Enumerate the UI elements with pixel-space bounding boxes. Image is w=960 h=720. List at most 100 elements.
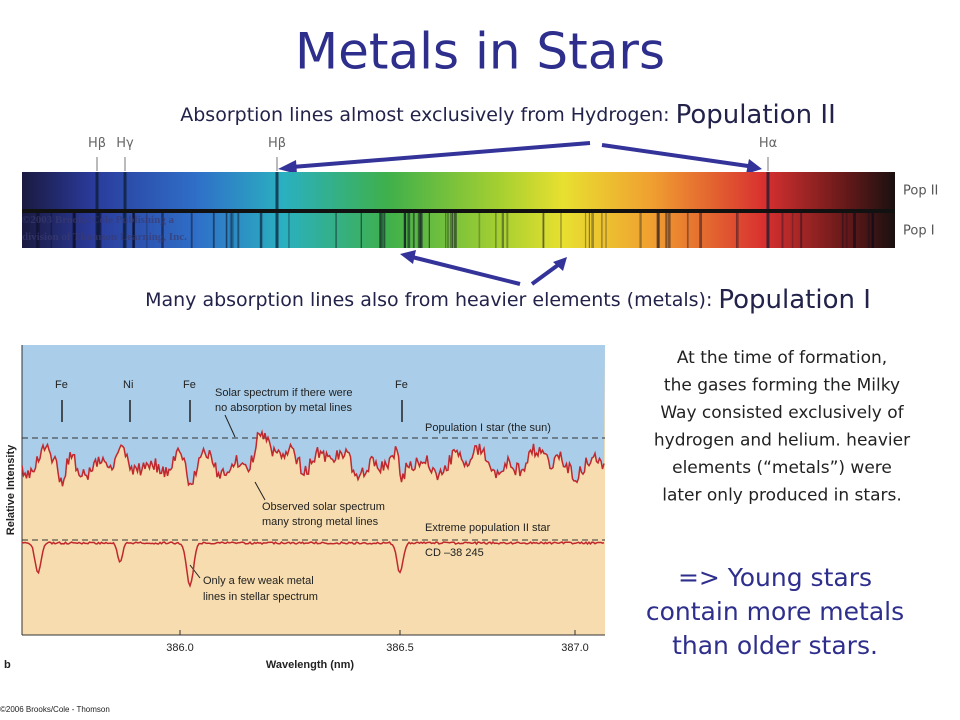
absorption-line: [791, 213, 794, 248]
absorption-line: [417, 213, 421, 248]
absorption-line: [766, 213, 770, 248]
strip-label: Pop I: [903, 224, 935, 239]
explanation-line: Way consisted exclusively of: [660, 403, 904, 423]
annotation: no absorption by metal lines: [215, 402, 352, 414]
arrows: [278, 141, 762, 286]
absorption-line: [37, 213, 40, 248]
hydrogen-emphasis: Population II: [676, 100, 836, 130]
absorption-line: [841, 213, 844, 248]
title: Metals in Stars: [295, 23, 665, 81]
absorption-line: [335, 213, 337, 248]
annotation: Population I star (the sun): [425, 422, 551, 434]
absorption-line: [501, 213, 504, 248]
absorption-line: [288, 213, 290, 248]
absorption-line: [668, 213, 671, 248]
absorption-line: [449, 213, 452, 248]
pop2-strip: [22, 172, 895, 210]
annotation: CD –38 245: [425, 547, 484, 559]
absorption-line: [419, 213, 423, 248]
conclusion: => Young stars contain more metals than ol…: [646, 563, 904, 660]
figure: Fe Ni Fe Fe Solar spectrum if there were…: [0, 345, 605, 714]
line-label: Hβ: [268, 136, 286, 151]
absorption-line: [212, 213, 215, 248]
metals-emphasis: Population I: [718, 285, 871, 315]
absorption-line: [190, 213, 193, 248]
absorption-line: [601, 213, 603, 248]
conclusion-line: contain more metals: [646, 597, 904, 626]
absorption-line: [853, 213, 856, 248]
absorption-line: [656, 213, 659, 248]
annotation: Observed solar spectrum: [262, 501, 385, 513]
absorption-line: [506, 213, 509, 248]
explanation-line: the gases forming the Milky: [664, 376, 900, 396]
x-tick-label: 386.5: [386, 642, 414, 654]
absorption-line: [446, 213, 449, 248]
absorption-line: [132, 213, 136, 248]
explanation-line: later only produced in stars.: [662, 486, 902, 506]
absorption-line: [95, 213, 99, 248]
explanation: At the time of formation, the gases formi…: [654, 348, 910, 506]
absorption-line: [478, 213, 481, 248]
absorption-line: [407, 213, 411, 248]
element-label: Fe: [55, 379, 68, 391]
absorption-line: [658, 213, 660, 248]
element-label: Fe: [183, 379, 196, 391]
line-label: Hβ: [88, 136, 106, 151]
absorption-line: [699, 213, 703, 248]
absorption-line: [639, 213, 642, 248]
absorption-line: [605, 213, 607, 248]
metals-line: Many absorption lines also from heavier …: [145, 285, 871, 315]
absorption-line: [100, 213, 102, 248]
explanation-line: elements (“metals”) were: [672, 458, 892, 478]
absorption-line: [766, 172, 770, 209]
explanation-line: hydrogen and helium. heavier: [654, 431, 910, 451]
panel-label: b: [4, 659, 11, 671]
absorption-line: [259, 213, 263, 248]
absorption-line: [146, 213, 148, 248]
absorption-line: [584, 213, 587, 248]
absorption-line: [781, 213, 784, 248]
absorption-line: [275, 213, 279, 248]
absorption-line: [404, 213, 407, 248]
pop2-spectrum: [21, 540, 605, 588]
x-tick-label: 387.0: [561, 642, 589, 654]
absorption-line: [123, 172, 127, 209]
absorption-line: [404, 213, 406, 248]
absorption-line: [451, 213, 454, 248]
absorption-line: [35, 213, 38, 248]
annotation: Solar spectrum if there were: [215, 387, 353, 399]
element-label: Ni: [123, 379, 133, 391]
absorption-line: [867, 213, 870, 248]
x-tick-label: 386.0: [166, 642, 194, 654]
conclusion-line: => Young stars: [678, 563, 872, 592]
absorption-line: [229, 213, 233, 248]
absorption-line: [454, 213, 457, 248]
figure-credit: ©2006 Brooks/Cole - Thomson: [0, 705, 110, 714]
absorption-line: [445, 213, 447, 248]
absorption-line: [383, 213, 386, 248]
absorption-line: [380, 213, 383, 248]
divider: [22, 209, 895, 213]
explanation-line: At the time of formation,: [677, 348, 887, 368]
absorption-line: [161, 213, 164, 248]
absorption-line: [379, 213, 381, 248]
absorption-line: [237, 213, 240, 248]
absorption-line: [97, 213, 101, 248]
x-axis-label: Wavelength (nm): [266, 659, 355, 671]
absorption-line: [665, 213, 668, 248]
spectrum-credit: ©2003 Brooks/Cole Publishing a: [22, 214, 174, 226]
absorption-line: [871, 213, 874, 248]
line-label: Hγ: [116, 136, 134, 151]
metals-text: Many absorption lines also from heavier …: [145, 289, 712, 311]
element-label: Fe: [395, 379, 408, 391]
absorption-line: [871, 213, 875, 248]
line-label: Hα: [759, 136, 777, 151]
absorption-line: [360, 213, 363, 248]
absorption-line: [72, 213, 76, 248]
spectrum: [22, 172, 895, 248]
annotation: many strong metal lines: [262, 516, 379, 528]
absorption-line: [800, 213, 803, 248]
absorption-line: [428, 213, 430, 248]
absorption-line: [542, 213, 545, 248]
